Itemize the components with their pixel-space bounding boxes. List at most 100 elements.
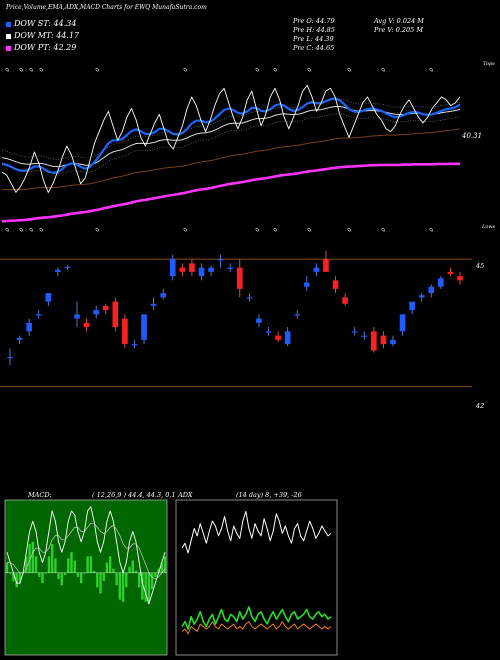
candle-body bbox=[7, 356, 13, 359]
candle-body bbox=[284, 331, 291, 345]
stat-pre-low: Pre L: 44.39 bbox=[293, 35, 334, 43]
candle-body bbox=[447, 271, 454, 274]
macd-histogram-bar bbox=[112, 568, 115, 573]
ema-date-label-top: 0 bbox=[273, 67, 280, 73]
legend-label-mt: DOW MT: 44.17 bbox=[14, 31, 80, 40]
macd-histogram-bar bbox=[9, 572, 12, 574]
macd-signal-line bbox=[7, 522, 166, 580]
candle-body bbox=[323, 259, 329, 272]
candle-body bbox=[112, 301, 119, 328]
ema-date-label-top: 0 bbox=[307, 67, 314, 73]
candle-body bbox=[227, 267, 234, 269]
ema-date-label-bottom: 0 bbox=[19, 227, 26, 233]
candle-body bbox=[93, 310, 99, 315]
price-panel bbox=[0, 250, 472, 388]
macd-histogram-bar bbox=[5, 562, 9, 573]
candle-body bbox=[371, 331, 377, 351]
macd-histogram-bar bbox=[18, 572, 22, 584]
candle-body bbox=[160, 293, 166, 298]
macd-histogram-bar bbox=[125, 572, 128, 588]
adx-title: ADX bbox=[178, 491, 193, 499]
macd-histogram-bar bbox=[115, 572, 118, 586]
candle-body bbox=[342, 297, 348, 304]
ema-date-label-bottom: 0 bbox=[429, 227, 436, 233]
macd-histogram-bar bbox=[70, 552, 73, 573]
ema-series-dotted-lower bbox=[1, 113, 461, 175]
macd-histogram-bar bbox=[73, 560, 76, 573]
candle-body bbox=[246, 297, 253, 299]
candle-body bbox=[35, 314, 42, 316]
macd-histogram-bar bbox=[108, 556, 112, 573]
macd-histogram-bar bbox=[134, 570, 138, 573]
adx-minus-di-line bbox=[181, 621, 332, 635]
candle-body bbox=[208, 267, 214, 272]
macd-histogram-bar bbox=[25, 556, 28, 573]
ema-date-label-top: 0 bbox=[19, 67, 26, 73]
ema-date-label-bottom: 0 bbox=[39, 227, 46, 233]
macd-histogram-bar bbox=[31, 541, 34, 573]
ema-date-label-bottom: 0 bbox=[347, 227, 354, 233]
macd-params: ( 12,26,9 ) 44.4, 44.3, 0.1 bbox=[92, 491, 176, 499]
ema-value-label: 40.31 bbox=[462, 132, 483, 140]
macd-histogram-bar bbox=[54, 558, 57, 573]
chart-header-title: Price,Volume,EMA,ADX,MACD Charts for EWQ… bbox=[6, 4, 207, 11]
stat-avg-volume: Avg V: 0.024 M bbox=[374, 17, 424, 25]
legend-swatch-pt bbox=[6, 46, 11, 51]
macd-histogram-bar bbox=[102, 572, 105, 582]
macd-histogram-bar bbox=[44, 572, 47, 574]
macd-histogram-bar bbox=[63, 572, 67, 575]
macd-histogram-bar bbox=[34, 556, 38, 573]
macd-histogram-bar bbox=[38, 572, 41, 577]
candle-body bbox=[313, 267, 320, 272]
candle-body bbox=[217, 259, 224, 261]
ema-panel: 0 0 0 0 0 0 0 0 0 0 0 00 0 0 0 0 0 0 0 0 0 0 0 bbox=[1, 67, 461, 233]
macd-panel bbox=[4, 499, 168, 656]
legend-swatch-mt bbox=[6, 34, 11, 39]
candle-body bbox=[418, 295, 425, 298]
candle-body bbox=[83, 322, 90, 328]
macd-histogram-bar bbox=[157, 568, 160, 573]
stat-pre-high: Pre H: 44.85 bbox=[293, 26, 335, 34]
candle-body bbox=[256, 318, 262, 323]
candle-body bbox=[45, 293, 52, 302]
ema-date-label-bottom: 0 bbox=[95, 227, 102, 233]
ema-date-label-top: 0 bbox=[429, 67, 436, 73]
macd-histogram-bar bbox=[86, 556, 89, 573]
ema-date-label-bottom: 0 bbox=[5, 227, 12, 233]
candle-body bbox=[102, 305, 109, 311]
candle-body bbox=[457, 276, 463, 281]
candle-body bbox=[64, 266, 71, 268]
candle-body bbox=[26, 322, 32, 332]
macd-histogram-bar bbox=[67, 558, 70, 573]
candle-body bbox=[438, 278, 444, 287]
candle-body bbox=[189, 263, 195, 272]
macd-histogram-bar bbox=[83, 572, 86, 574]
macd-histogram-bar bbox=[92, 570, 96, 573]
ema-date-label-bottom: 0 bbox=[381, 227, 388, 233]
candle-body bbox=[131, 344, 138, 346]
macd-histogram-bar bbox=[121, 572, 125, 602]
macd-histogram-bar bbox=[99, 572, 102, 594]
candle-body bbox=[409, 301, 415, 311]
stat-pre-open: Pre O: 44.79 bbox=[293, 17, 335, 25]
macd-histogram-bar bbox=[12, 572, 15, 582]
macd-histogram-bar bbox=[41, 572, 44, 584]
macd-line bbox=[6, 506, 166, 605]
ema-date-label-bottom: 0 bbox=[307, 227, 314, 233]
macd-histogram-bar bbox=[79, 572, 83, 584]
candle-body bbox=[332, 280, 339, 289]
macd-histogram-bar bbox=[76, 572, 80, 577]
candle-body bbox=[304, 282, 310, 287]
ema-date-label-top: 0 bbox=[29, 67, 36, 73]
ema-series-price bbox=[1, 84, 461, 193]
macd-histogram-bar bbox=[138, 572, 141, 588]
candle-body bbox=[380, 335, 387, 345]
macd-histogram-bar bbox=[60, 572, 64, 586]
candle-body bbox=[198, 267, 205, 277]
ema-lows-label: Lows bbox=[482, 224, 496, 230]
ema-date-label-bottom: 0 bbox=[183, 227, 190, 233]
candle-body bbox=[265, 331, 272, 333]
adx-params: (14 day) 8, +39, -26 bbox=[236, 491, 302, 499]
ema-series-ema_long bbox=[1, 162, 460, 223]
